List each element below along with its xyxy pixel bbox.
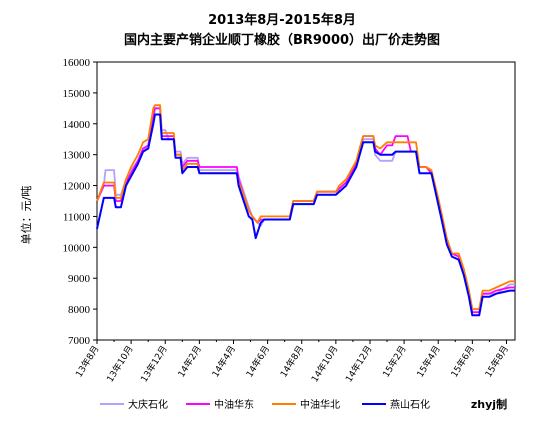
x-tick-label: 14年2月: [175, 343, 204, 379]
x-tick-label: 13年12月: [138, 343, 170, 384]
y-axis: 7000 8000 9000 10000 11000 12000 13000 14000 150…: [63, 57, 97, 347]
y-tick-label: 11000: [63, 211, 91, 223]
x-tick-label: 14年4月: [209, 343, 238, 379]
y-tick-label: 9000: [68, 273, 91, 285]
chart-title: 2013年8月-2015年8月: [208, 12, 356, 28]
x-tick-label: 13年10月: [104, 343, 136, 384]
series-line-2: [96, 107, 515, 314]
series-layer: [96, 104, 515, 317]
series-line-1: [96, 107, 515, 310]
x-tick-label: 15年8月: [482, 343, 511, 379]
x-tick-label: 14年6月: [243, 343, 272, 379]
x-tick-label: 14年8月: [277, 343, 306, 379]
x-tick-label: 15年2月: [380, 343, 409, 379]
y-tick-label: 15000: [63, 88, 91, 100]
y-tick-label: 12000: [63, 181, 91, 193]
legend-label: 大庆石化: [128, 398, 168, 411]
y-tick-label: 10000: [63, 242, 91, 254]
y-tick-label: 16000: [63, 57, 91, 69]
x-axis: 13年8月 13年10月 13年12月 14年2月 14年4月 14年6月 14年8月 14年…: [73, 340, 511, 384]
y-tick-label: 13000: [63, 150, 91, 162]
y-tick-label: 14000: [63, 119, 91, 131]
series-line-4: [96, 113, 515, 317]
chart-subtitle: 国内主要产销企业顺丁橡胶（BR9000）出厂价走势图: [124, 32, 440, 48]
x-tick-label: 14年12月: [343, 343, 375, 384]
y-tick-label: 7000: [68, 335, 91, 347]
legend: 大庆石化 中油华东 中油华北 燕山石化: [100, 398, 430, 411]
credit-text: zhyj制: [471, 397, 507, 411]
x-tick-label: 15年4月: [414, 343, 443, 379]
x-tick-label: 14年10月: [309, 343, 341, 384]
legend-label: 燕山石化: [390, 398, 430, 411]
y-tick-label: 8000: [68, 304, 91, 316]
y-axis-label: 单位：元/吨: [19, 186, 33, 245]
x-tick-label: 13年8月: [73, 343, 102, 379]
x-tick-label: 15年6月: [448, 343, 477, 379]
legend-label: 中油华东: [214, 398, 254, 411]
series-line-3: [96, 104, 515, 310]
legend-label: 中油华北: [300, 398, 340, 411]
